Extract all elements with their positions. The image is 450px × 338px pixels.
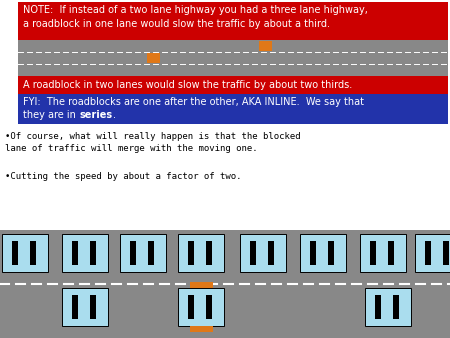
Bar [120, 234, 166, 272]
Bar [189, 326, 212, 332]
Bar [365, 288, 411, 326]
Bar [147, 53, 160, 63]
Bar [360, 234, 406, 272]
Bar [188, 241, 194, 265]
Bar [328, 241, 333, 265]
Bar [72, 295, 78, 318]
Bar [392, 295, 399, 318]
Bar [148, 241, 153, 265]
Text: .: . [113, 110, 116, 120]
Bar [310, 241, 316, 265]
Bar [130, 241, 136, 265]
Bar [370, 241, 376, 265]
Bar [18, 94, 448, 124]
Bar [18, 40, 448, 76]
Text: •Of course, what will really happen is that the blocked
lane of traffic will mer: •Of course, what will really happen is t… [5, 132, 301, 153]
Text: •Cutting the speed by about a factor of two.: •Cutting the speed by about a factor of … [5, 172, 242, 181]
Bar [90, 241, 95, 265]
Bar [250, 241, 256, 265]
Text: they are in: they are in [23, 110, 79, 120]
Bar [189, 282, 212, 288]
Text: FYI:  The roadblocks are one after the other, AKA INLINE.  We say that: FYI: The roadblocks are one after the ot… [23, 97, 364, 107]
Bar [259, 41, 272, 51]
Bar [387, 241, 394, 265]
Bar [425, 241, 431, 265]
Bar [18, 76, 448, 94]
Bar [415, 234, 450, 272]
Bar [268, 241, 274, 265]
Bar [188, 295, 194, 318]
Bar [30, 241, 36, 265]
Bar [62, 234, 108, 272]
Text: NOTE:  If instead of a two lane highway you had a three lane highway,
a roadbloc: NOTE: If instead of a two lane highway y… [23, 5, 368, 29]
Bar [18, 2, 448, 40]
Bar [72, 241, 78, 265]
Text: series: series [80, 110, 113, 120]
Bar [62, 288, 108, 326]
Bar [12, 241, 18, 265]
Bar [206, 295, 212, 318]
Bar [2, 234, 48, 272]
Bar [240, 234, 286, 272]
Text: A roadblock in two lanes would slow the traffic by about two thirds.: A roadblock in two lanes would slow the … [23, 80, 352, 90]
Bar [90, 295, 95, 318]
Bar [443, 241, 449, 265]
Bar [375, 295, 381, 318]
Bar [178, 288, 224, 326]
Bar [300, 234, 346, 272]
Bar [0, 230, 450, 338]
Bar [178, 234, 224, 272]
Bar [206, 241, 212, 265]
